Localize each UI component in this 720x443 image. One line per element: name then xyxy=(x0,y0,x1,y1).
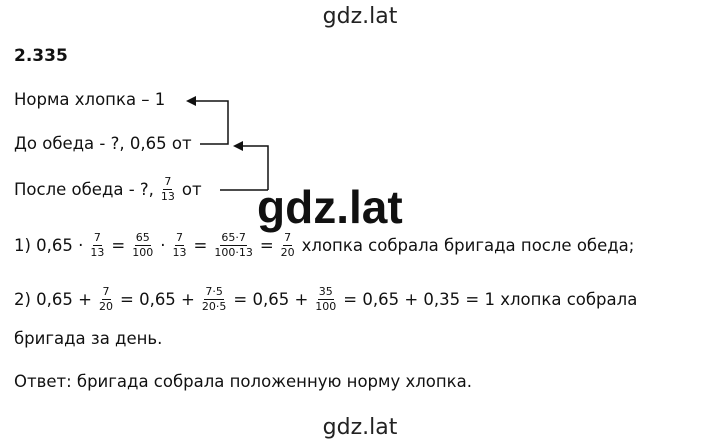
denominator: 13 xyxy=(160,190,175,203)
numerator: 35 xyxy=(317,285,334,300)
denominator: 13 xyxy=(172,246,187,259)
text-segment: = 0,65 + xyxy=(120,290,195,309)
text-segment: хлопка собрала бригада после обеда; xyxy=(301,236,635,255)
text-segment: = 0,65 + 0,35 = 1 хлопка собрала xyxy=(343,290,638,309)
text-segment: = xyxy=(111,236,126,255)
denominator: 20 xyxy=(280,246,295,259)
given-line: До обеда - ?, 0,65 от xyxy=(14,134,192,153)
site-header: gdz.lat xyxy=(322,4,398,29)
numerator: 65·7 xyxy=(220,231,247,246)
text-segment: · xyxy=(160,236,166,255)
fraction: 65 100 xyxy=(131,232,154,259)
fraction: 7 13 xyxy=(89,232,105,259)
solution-step: 1) 0,65 · 7 13 = 65 100 · 7 13 = 65·7 100·13 = 7 20 хло… xyxy=(14,232,634,259)
numerator: 7 xyxy=(92,231,102,246)
given-line: Норма хлопка – 1 xyxy=(14,90,166,109)
fraction: 7·5 20·5 xyxy=(201,286,228,313)
text-segment: = xyxy=(259,236,274,255)
fraction: 7 20 xyxy=(98,286,114,313)
solution-step: 2) 0,65 + 7 20 = 0,65 + 7·5 20·5 = 0,65 + 35 100… xyxy=(14,286,637,313)
arrowhead xyxy=(186,96,196,106)
numerator: 7 xyxy=(283,231,293,246)
denominator: 13 xyxy=(90,246,105,259)
fraction: 7 20 xyxy=(280,232,296,259)
text-segment: После обеда - ?, xyxy=(14,180,154,199)
numerator: 7 xyxy=(175,231,184,246)
fraction: 7 13 xyxy=(172,232,188,259)
arrow xyxy=(194,100,229,145)
arrow xyxy=(241,145,269,190)
denominator: 20 xyxy=(99,300,113,313)
task-number: 2.335 xyxy=(14,46,68,66)
fraction: 35 100 xyxy=(314,286,337,313)
site-footer: gdz.lat xyxy=(322,415,398,440)
given-line: После обеда - ?, 7 13 от xyxy=(14,176,202,203)
denominator: 20·5 xyxy=(201,300,227,313)
numerator: 7 xyxy=(101,285,111,300)
text-segment: = xyxy=(193,236,208,255)
text-segment: от xyxy=(181,180,202,199)
numerator: 65 xyxy=(134,231,151,246)
numerator: 7 xyxy=(163,175,173,190)
text-segment: 1) 0,65 · xyxy=(14,236,84,255)
text-segment: 2) 0,65 + xyxy=(14,290,92,309)
answer: Ответ: бригада собрала положенную норму … xyxy=(14,372,472,391)
fraction: 65·7 100·13 xyxy=(213,232,254,259)
denominator: 100 xyxy=(132,246,154,259)
denominator: 100 xyxy=(315,300,337,313)
denominator: 100·13 xyxy=(214,246,253,259)
numerator: 7·5 xyxy=(204,285,224,300)
solution-step: бригада за день. xyxy=(14,329,163,348)
text-segment: = 0,65 + xyxy=(233,290,309,309)
fraction: 7 13 xyxy=(160,176,176,203)
watermark: gdz.lat xyxy=(257,181,403,233)
arrowhead xyxy=(233,141,243,151)
